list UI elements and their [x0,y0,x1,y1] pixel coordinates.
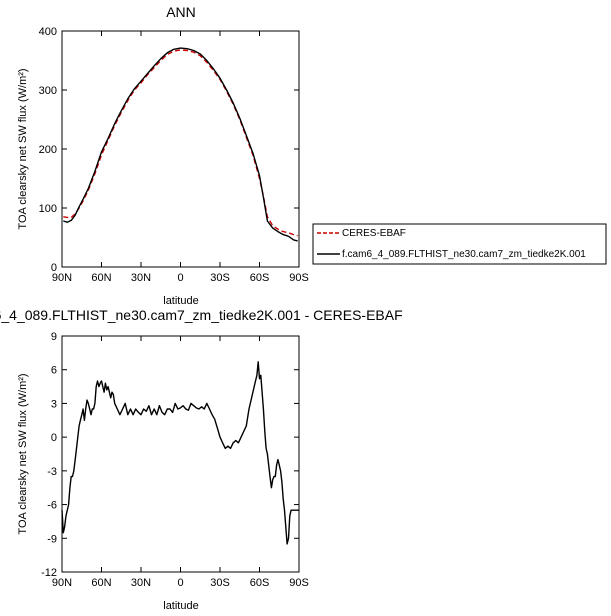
top-x-tick-label: 60S [250,272,270,284]
svg-text:TOA clearsky net SW flux (W/m²: TOA clearsky net SW flux (W/m²) [17,373,29,534]
bottom-y-tick-label: -12 [41,567,57,579]
legend-label-model: f.cam6_4_089.FLTHIST_ne30.cam7_zm_tiedke… [342,249,586,260]
bottom-y-tick-label: 3 [51,398,57,410]
bottom-chart-title: f.cam6_4_089.FLTHIST_ne30.cam7_zm_tiedke… [0,307,403,323]
legend-label-ceres: CERES-EBAF [342,228,406,239]
top-x-tick-label: 0 [177,272,183,284]
bottom-y-tick-label: -9 [47,533,57,545]
bottom-x-tick-label: 90N [52,577,72,589]
top-y-tick-label: 0 [51,262,57,274]
bottom-y-tick-label: 9 [51,331,57,343]
bottom-x-tick-label: 30S [210,577,230,589]
bottom-y-tick-label: -6 [47,500,57,512]
top-x-tick-label: 90S [289,272,309,284]
bottom-plot-marks: -12 -9 -6 -3 0 3 6 9 90N 60N 30N 0 30S 60S 90S [41,331,309,589]
top-y-axis-label: TOA clearsky net SW flux (W/m²) [17,68,29,229]
bottom-plot-frame [61,335,300,573]
top-series-line-0 [63,49,298,237]
bottom-x-tick-label: 60N [91,577,111,589]
top-y-tick-label: 400 [39,26,57,38]
top-y-tick-label: 100 [39,203,57,215]
bottom-y-tick-label: -3 [47,466,57,478]
top-x-tick-label: 30S [210,272,230,284]
top-x-tick-label: 60N [91,272,111,284]
top-y-tick-label: 200 [39,144,57,156]
bottom-x-tick-label: 0 [177,577,183,589]
bottom-series-line-0 [61,361,299,545]
top-plot-frame [61,30,300,268]
top-series-line-1 [63,47,298,242]
top-y-tick-label: 300 [39,85,57,97]
top-x-tick-label: 30N [131,272,151,284]
legend: CERES-EBAF f.cam6_4_089.FLTHIST_ne30.cam… [312,223,607,265]
bottom-y-axis-label: TOA clearsky net SW flux (W/m²) [17,373,29,534]
legend-box [312,223,607,265]
top-panel: ANN TOA clearsky net SW flux (W/m²) lati… [17,4,309,307]
top-x-tick-label: 90N [52,272,72,284]
bottom-x-tick-label: 90S [289,577,309,589]
top-x-axis-label: latitude [163,295,198,307]
bottom-x-axis-label: latitude [163,600,198,612]
top-chart-title: ANN [166,4,196,20]
bottom-panel: f.cam6_4_089.FLTHIST_ne30.cam7_zm_tiedke… [0,307,403,612]
bottom-x-tick-label: 30N [131,577,151,589]
bottom-x-tick-label: 60S [250,577,270,589]
top-plot-marks: 0 100 200 300 400 90N 60N 30N 0 30S 60S 90S [39,26,309,284]
svg-text:TOA clearsky net SW flux (W/m²: TOA clearsky net SW flux (W/m²) [17,68,29,229]
bottom-y-tick-label: 0 [51,432,57,444]
bottom-y-tick-label: 6 [51,365,57,377]
